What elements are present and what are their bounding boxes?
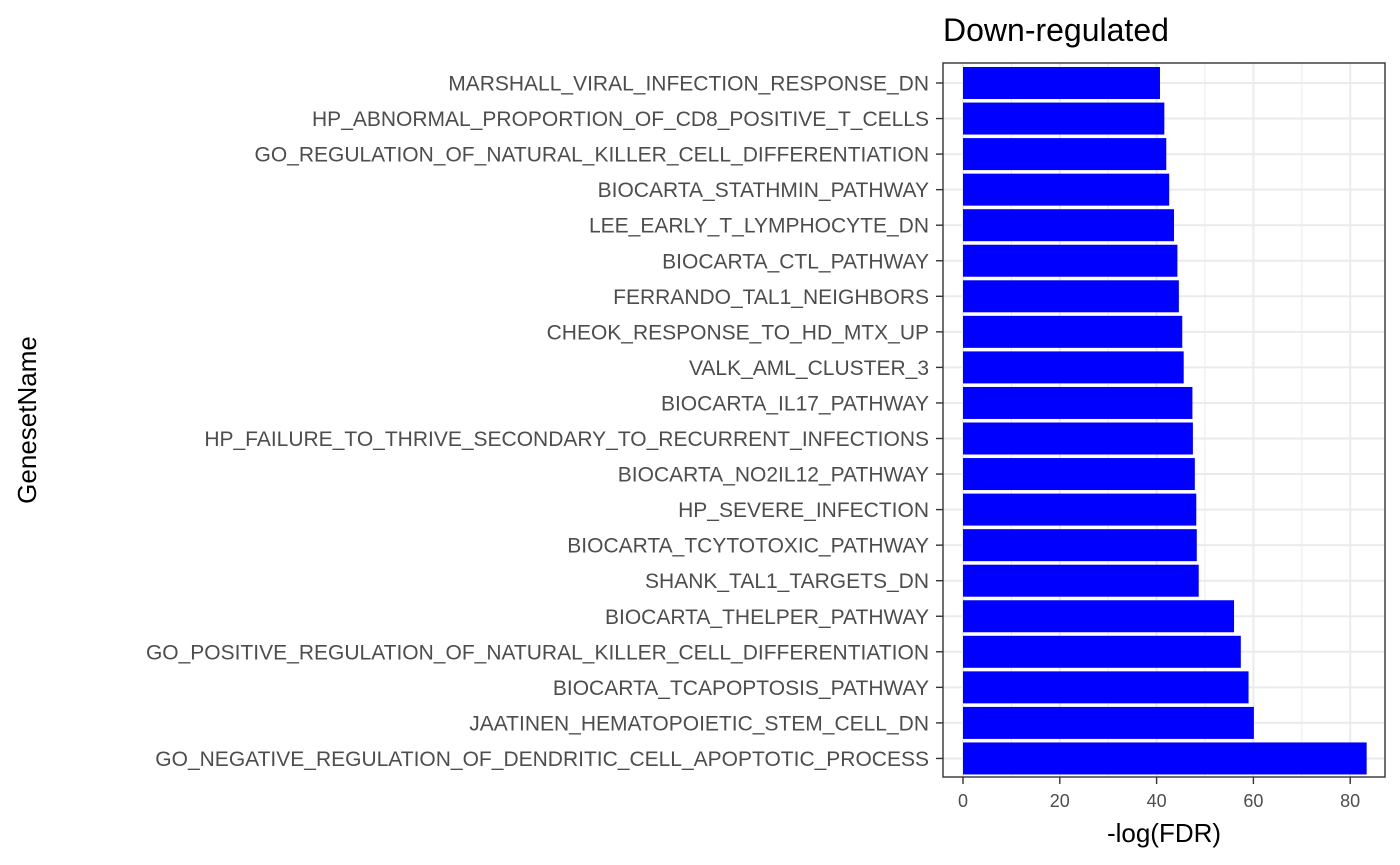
bar: [963, 244, 1178, 277]
y-tick-label: GO_NEGATIVE_REGULATION_OF_DENDRITIC_CELL…: [155, 748, 929, 771]
y-tick-label: BIOCARTA_THELPER_PATHWAY: [605, 606, 929, 629]
y-tick-label: BIOCARTA_NO2IL12_PATHWAY: [618, 464, 929, 487]
y-tick-label: GO_REGULATION_OF_NATURAL_KILLER_CELL_DIF…: [254, 144, 929, 167]
y-tick-label: MARSHALL_VIRAL_INFECTION_RESPONSE_DN: [448, 73, 929, 96]
y-tick-label: GO_POSITIVE_REGULATION_OF_NATURAL_KILLER…: [146, 641, 929, 664]
bar: [963, 529, 1197, 562]
bar: [963, 564, 1199, 597]
bar: [963, 635, 1241, 668]
y-axis-title: GenesetName: [12, 336, 42, 504]
y-tick-label: HP_FAILURE_TO_THRIVE_SECONDARY_TO_RECURR…: [204, 428, 929, 451]
bar: [963, 315, 1183, 348]
y-tick-label: BIOCARTA_TCYTOTOXIC_PATHWAY: [567, 535, 929, 558]
x-tick-label: 20: [1050, 791, 1070, 811]
x-tick-label: 60: [1243, 791, 1263, 811]
bar: [963, 351, 1184, 384]
bar: [963, 173, 1170, 206]
x-tick-label: 80: [1340, 791, 1360, 811]
bar: [963, 458, 1195, 491]
x-axis-title: -log(FDR): [1107, 818, 1221, 848]
y-tick-label: BIOCARTA_CTL_PATHWAY: [662, 250, 929, 273]
bar: [963, 671, 1249, 704]
bar: [963, 102, 1165, 135]
y-tick-label: JAATINEN_HEMATOPOIETIC_STEM_CELL_DN: [469, 712, 929, 735]
bar: [963, 209, 1175, 242]
y-tick-label: BIOCARTA_TCAPOPTOSIS_PATHWAY: [553, 677, 929, 700]
y-tick-label: VALK_AML_CLUSTER_3: [689, 357, 929, 380]
bars: [963, 67, 1367, 775]
y-tick-label: LEE_EARLY_T_LYMPHOCYTE_DN: [589, 215, 929, 238]
plot-panel-border: [942, 62, 1386, 778]
x-tick-label: 40: [1147, 791, 1167, 811]
x-axis: 0 20 40 60 80: [958, 777, 1360, 811]
y-tick-label: BIOCARTA_IL17_PATHWAY: [661, 392, 929, 415]
bar: [963, 280, 1179, 313]
bar: [963, 600, 1235, 633]
bar: [963, 138, 1167, 171]
bar: [963, 386, 1193, 419]
y-tick-label: SHANK_TAL1_TARGETS_DN: [645, 570, 929, 593]
x-tick-label: 0: [958, 791, 968, 811]
bar: [963, 742, 1367, 775]
y-tick-label: BIOCARTA_STATHMIN_PATHWAY: [598, 179, 929, 202]
chart-title: Down-regulated: [943, 12, 1169, 48]
y-tick-label: HP_SEVERE_INFECTION: [678, 499, 929, 522]
y-tick-label: FERRANDO_TAL1_NEIGHBORS: [613, 286, 929, 309]
y-tick-label: HP_ABNORMAL_PROPORTION_OF_CD8_POSITIVE_T…: [312, 108, 929, 131]
y-axis: MARSHALL_VIRAL_INFECTION_RESPONSE_DN HP_A…: [146, 73, 943, 771]
bar: [963, 706, 1254, 739]
bar: [963, 67, 1160, 99]
bar: [963, 493, 1197, 526]
y-tick-label: CHEOK_RESPONSE_TO_HD_MTX_UP: [547, 321, 929, 344]
bar: [963, 422, 1193, 455]
